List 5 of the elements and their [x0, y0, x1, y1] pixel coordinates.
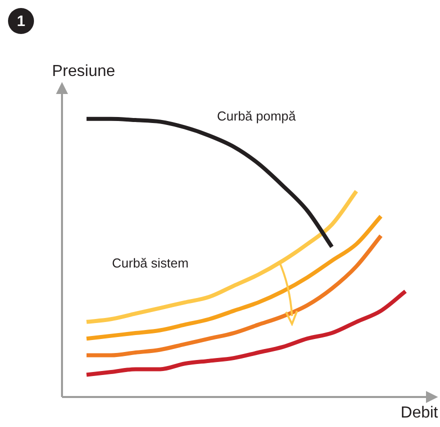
annotation: Curbă pompă — [217, 108, 297, 124]
x-axis-title: Debit — [400, 404, 439, 422]
y-axis-title: Presiune — [52, 63, 116, 80]
text: 1 — [16, 13, 26, 30]
annotation: Curbă sistem — [112, 256, 189, 271]
